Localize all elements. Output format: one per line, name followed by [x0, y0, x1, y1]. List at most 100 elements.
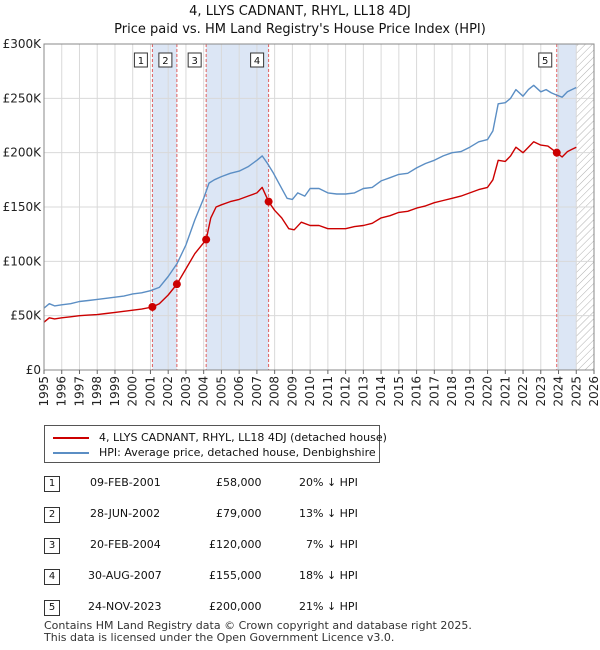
transaction-price: £79,000	[216, 507, 262, 520]
transaction-number: 1	[44, 476, 60, 492]
x-tick-label: 2025	[569, 376, 583, 407]
transaction-date: 20-FEB-2004	[90, 538, 161, 551]
x-tick-label: 2013	[356, 376, 370, 407]
sale-markers: 1 2 3 4 5	[133, 44, 558, 370]
sale-marker-box	[187, 52, 202, 68]
table-row: 1 09-FEB-2001 £58,000 20% ↓ HPI	[44, 474, 404, 492]
y-tick-label: £0	[26, 363, 41, 377]
x-tick-label: 2015	[392, 376, 406, 407]
x-tick-label: 2026	[587, 376, 600, 407]
transaction-price: £200,000	[209, 600, 262, 613]
sale-points	[148, 148, 561, 311]
transaction-number: 4	[44, 569, 60, 585]
transaction-date: 09-FEB-2001	[90, 476, 161, 489]
x-tick-label: 2005	[214, 376, 228, 407]
x-tick-label: 2007	[250, 376, 264, 407]
x-tick-label: 1999	[108, 376, 122, 407]
x-tick-label: 2004	[197, 376, 211, 407]
sale-marker-label: 5	[542, 56, 548, 67]
legend-swatch-hpi	[53, 452, 89, 454]
x-tick-label: 2009	[285, 376, 299, 407]
transaction-hpi: 7% ↓ HPI	[306, 538, 358, 551]
legend-label-hpi: HPI: Average price, detached house, Denb…	[99, 446, 376, 459]
transaction-price: £120,000	[209, 538, 262, 551]
legend-item-price: 4, LLYS CADNANT, RHYL, LL18 4DJ (detache…	[53, 431, 387, 445]
x-tick-label: 2010	[303, 376, 317, 407]
chart-title-address: 4, LLYS CADNANT, RHYL, LL18 4DJ	[189, 4, 411, 19]
transaction-date: 28-JUN-2002	[90, 507, 161, 520]
x-tick-label: 2023	[534, 376, 548, 407]
sale-marker-box	[158, 52, 173, 68]
x-tick-label: 2018	[445, 376, 459, 407]
y-tick-label: £150K	[3, 200, 43, 214]
transaction-hpi: 21% ↓ HPI	[299, 600, 358, 613]
x-tick-label: 1995	[37, 376, 51, 407]
sale-marker-label: 4	[254, 56, 260, 67]
x-tick-label: 1997	[72, 376, 86, 407]
y-tick-label: £300K	[3, 37, 43, 51]
transaction-hpi: 20% ↓ HPI	[299, 476, 358, 489]
x-tick-label: 2024	[552, 376, 566, 407]
sale-marker-box	[133, 52, 148, 68]
plot-frame	[43, 43, 595, 371]
legend-item-hpi: HPI: Average price, detached house, Denb…	[53, 446, 376, 460]
y-tick-label: £250K	[3, 91, 43, 105]
x-tick-label: 2021	[498, 376, 512, 407]
y-tick-label: £200K	[3, 146, 43, 160]
sale-point	[202, 235, 211, 244]
sale-marker-label: 3	[191, 56, 197, 67]
x-tick-label: 2020	[481, 376, 495, 407]
transaction-price: £58,000	[216, 476, 262, 489]
transaction-date: 24-NOV-2023	[88, 600, 162, 613]
table-row: 4 30-AUG-2007 £155,000 18% ↓ HPI	[44, 567, 404, 585]
series-lines	[44, 84, 577, 323]
x-tick-label: 2014	[374, 376, 388, 407]
sale-point	[148, 302, 157, 311]
x-tick-label: 2012	[339, 376, 353, 407]
legend-label-price: 4, LLYS CADNANT, RHYL, LL18 4DJ (detache…	[99, 431, 387, 444]
x-tick-label: 1998	[90, 376, 104, 407]
transaction-price: £155,000	[209, 569, 262, 582]
sale-marker-box	[250, 52, 265, 68]
x-tick-label: 2008	[268, 376, 282, 407]
transaction-number: 2	[44, 507, 60, 523]
table-row: 2 28-JUN-2002 £79,000 13% ↓ HPI	[44, 505, 404, 523]
transaction-hpi: 18% ↓ HPI	[299, 569, 358, 582]
grid	[43, 43, 595, 371]
x-tick-label: 2006	[232, 376, 246, 407]
hpi-line	[44, 84, 577, 309]
transaction-number: 3	[44, 538, 60, 554]
x-tick-label: 2022	[516, 376, 530, 407]
x-tick-label: 2016	[410, 376, 424, 407]
x-tick-label: 2019	[463, 376, 477, 407]
footer: Contains HM Land Registry data © Crown c…	[44, 620, 472, 644]
x-tick-label: 2011	[321, 376, 335, 407]
x-tick-label: 2002	[161, 376, 175, 407]
table-row: 3 20-FEB-2004 £120,000 7% ↓ HPI	[44, 536, 404, 554]
sale-marker-box	[538, 52, 553, 68]
sale-marker-label: 2	[162, 56, 168, 67]
sale-point	[264, 197, 273, 206]
sale-marker-label: 1	[138, 56, 144, 67]
sale-point	[172, 280, 181, 289]
chart-subtitle: Price paid vs. HM Land Registry's House …	[114, 22, 486, 37]
transaction-date: 30-AUG-2007	[88, 569, 162, 582]
footer-licence: This data is licensed under the Open Gov…	[44, 631, 395, 644]
footer-copyright: Contains HM Land Registry data © Crown c…	[44, 619, 472, 632]
legend: 4, LLYS CADNANT, RHYL, LL18 4DJ (detache…	[44, 425, 387, 463]
x-tick-label: 1996	[55, 376, 69, 407]
y-tick-label: £50K	[10, 309, 42, 323]
x-tick-label: 2000	[126, 376, 140, 407]
y-tick-label: £100K	[3, 254, 43, 268]
table-row: 5 24-NOV-2023 £200,000 21% ↓ HPI	[44, 598, 404, 616]
price-paid-line	[44, 141, 577, 323]
transaction-number: 5	[44, 600, 60, 616]
sale-point	[552, 148, 561, 157]
transaction-hpi: 13% ↓ HPI	[299, 507, 358, 520]
price-chart: 1 2 3 4 5 £0 £50K £100K £150K £200K £250K £300K 199…	[3, 37, 600, 407]
x-tick-label: 2017	[427, 376, 441, 407]
x-tick-label: 2003	[179, 376, 193, 407]
x-tick-label: 2001	[143, 376, 157, 407]
legend-swatch-price	[53, 437, 89, 439]
